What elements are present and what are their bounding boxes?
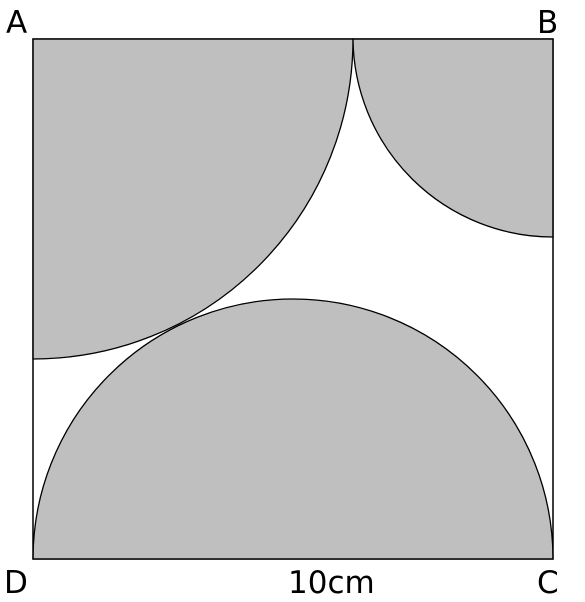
semicircle-dc <box>32 298 554 560</box>
side-length-label: 10cm <box>288 565 375 601</box>
quarter-circle-b <box>352 38 554 238</box>
vertex-label-b: B <box>537 5 558 41</box>
vertex-label-a: A <box>6 5 27 41</box>
vertex-label-d: D <box>4 565 28 601</box>
square-border <box>32 38 554 560</box>
quarter-circle-a <box>32 38 354 360</box>
vertex-label-c: C <box>537 565 559 601</box>
